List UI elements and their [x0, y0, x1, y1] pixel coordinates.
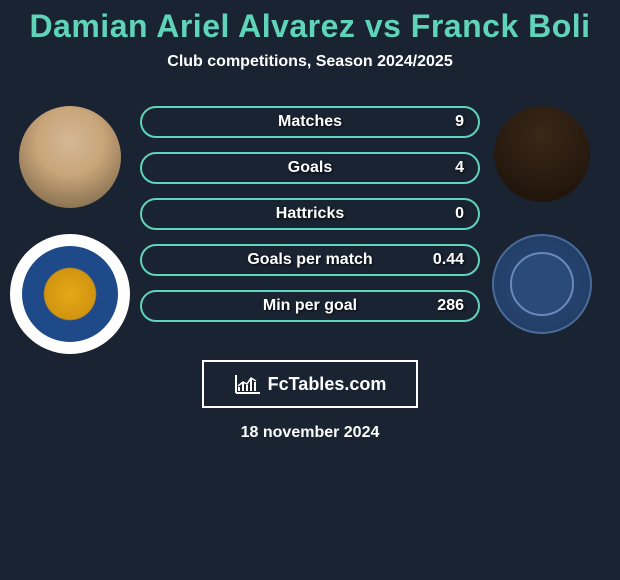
date-label: 18 november 2024: [241, 424, 380, 442]
stat-row: Goals 4: [140, 152, 480, 184]
stat-label: Matches: [278, 113, 342, 131]
stat-value: 9: [455, 113, 464, 131]
stat-label: Min per goal: [263, 297, 357, 315]
player-1-photo: [19, 106, 121, 208]
branding-text: FcTables.com: [268, 374, 387, 395]
stat-row: Goals per match 0.44: [140, 244, 480, 276]
season-subtitle: Club competitions, Season 2024/2025: [167, 53, 452, 71]
comparison-card: Damian Ariel Alvarez vs Franck Boli Club…: [0, 0, 620, 580]
team-1-logo: [10, 234, 130, 354]
stat-label: Hattricks: [276, 205, 344, 223]
stat-value: 4: [455, 159, 464, 177]
stats-list: Matches 9 Goals 4 Hattricks 0 Goals per …: [140, 106, 480, 322]
team-2-logo: [492, 234, 592, 334]
player-right-column: [492, 106, 592, 334]
comparison-body: Matches 9 Goals 4 Hattricks 0 Goals per …: [0, 106, 620, 322]
stat-label: Goals: [288, 159, 332, 177]
stat-row: Matches 9: [140, 106, 480, 138]
branding-badge: FcTables.com: [202, 360, 418, 408]
page-title: Damian Ariel Alvarez vs Franck Boli: [29, 8, 590, 45]
player-left-column: [10, 106, 130, 354]
stat-value: 286: [437, 297, 464, 315]
stat-label: Goals per match: [247, 251, 372, 269]
stat-row: Min per goal 286: [140, 290, 480, 322]
chart-icon: [234, 373, 262, 395]
stat-value: 0.44: [433, 251, 464, 269]
stat-value: 0: [455, 205, 464, 223]
player-2-photo: [494, 106, 590, 202]
stat-row: Hattricks 0: [140, 198, 480, 230]
